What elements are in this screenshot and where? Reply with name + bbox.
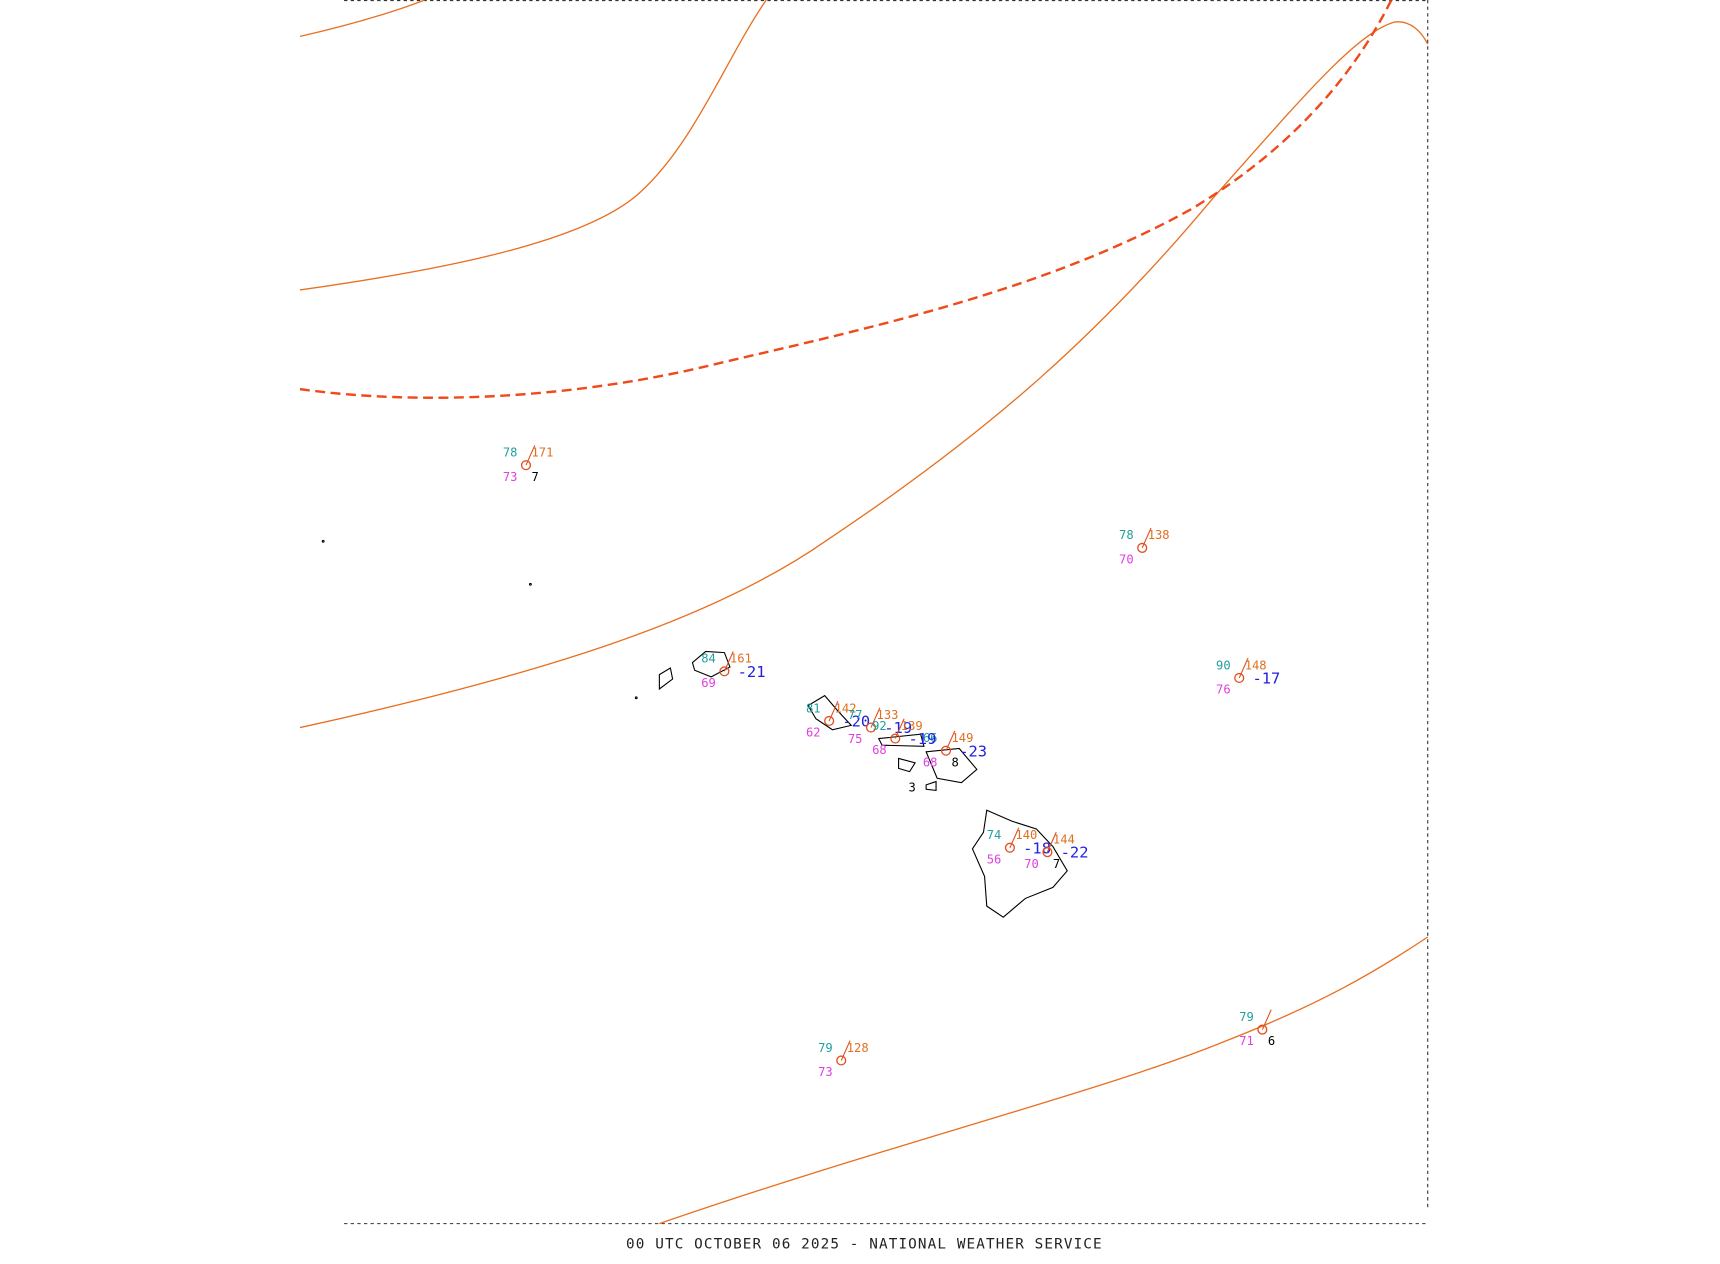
- station-tendency: -23: [959, 742, 987, 760]
- station-dewpoint: 56: [987, 852, 1002, 866]
- wind-barb: [1046, 832, 1057, 853]
- station-tendency: -20: [842, 713, 870, 731]
- station-dewpoint: 76: [1216, 683, 1231, 697]
- footer: 00 UTC OCTOBER 06 2025 - NATIONAL WEATHE…: [626, 1237, 1103, 1253]
- map-border: [344, 0, 1429, 1225]
- station-pressure: 133: [877, 708, 899, 722]
- station-pressure: 161: [730, 652, 752, 666]
- wind-barb: [1141, 527, 1152, 549]
- station-tendency: -22: [1061, 844, 1089, 862]
- station-marker: [940, 745, 952, 756]
- station-temp: 74: [987, 828, 1002, 842]
- station-temp: 81: [806, 701, 821, 715]
- station-dewpoint: 70: [1024, 857, 1039, 871]
- station-dewpoint: 69: [701, 676, 716, 690]
- wind-barb: [525, 445, 536, 466]
- station-pressure: 140: [1015, 828, 1037, 842]
- station-marker: [1004, 842, 1015, 853]
- station-marker: [890, 733, 901, 744]
- station-pressure: 128: [847, 1041, 869, 1055]
- station-tendency: -21: [738, 663, 766, 681]
- trough-line: [299, 0, 1393, 399]
- wind-barb: [1009, 827, 1020, 848]
- station-temp: 79: [818, 1041, 833, 1055]
- station-dewpoint: 73: [818, 1065, 833, 1079]
- wind-barb: [870, 707, 881, 728]
- station-pressure: 138: [1148, 528, 1170, 542]
- station-marker: [1137, 542, 1148, 553]
- station-marker: [836, 1055, 847, 1066]
- station-dewpoint: 62: [806, 726, 821, 740]
- station-pressure: 144: [1053, 833, 1075, 847]
- wind-barb: [894, 718, 905, 739]
- station-pressure: 139: [901, 719, 923, 733]
- station-marker: [1257, 1024, 1268, 1035]
- station-temp: 78: [503, 446, 518, 460]
- station-temp: 84: [701, 652, 716, 666]
- station-extra: 3: [909, 781, 916, 795]
- station-pressure: 171: [531, 446, 553, 460]
- station-dewpoint: 75: [848, 732, 863, 746]
- station-marker: [824, 715, 835, 727]
- station-extra: 7: [531, 470, 538, 484]
- wind-barb: [1238, 657, 1249, 679]
- station-temp: 77: [848, 708, 863, 722]
- wind-barb: [723, 651, 734, 672]
- station-dewpoint: 71: [1239, 1034, 1254, 1048]
- station-dewpoint: 68: [923, 755, 938, 769]
- wind-barb: [945, 730, 956, 751]
- station-dewpoint: 70: [1119, 553, 1134, 567]
- station-temp: 90: [1216, 658, 1231, 672]
- station-tendency: -19: [884, 719, 912, 737]
- station-extra: 7: [1053, 857, 1060, 871]
- station-temp: 66: [923, 731, 938, 745]
- station-marker: [1042, 847, 1053, 858]
- station-temp: 79: [1239, 1010, 1254, 1024]
- station-marker: [1234, 672, 1245, 684]
- station-dewpoint: 73: [503, 470, 518, 484]
- station-extra: 8: [951, 755, 958, 769]
- station-tendency: -18: [1023, 839, 1051, 857]
- islands: [321, 539, 1068, 918]
- station-marker: [865, 722, 877, 733]
- isobars: [299, 0, 1429, 1225]
- station-tendency: -19: [909, 730, 937, 748]
- station-temp: 78: [1119, 528, 1134, 542]
- station-dewpoint: 68: [872, 743, 887, 757]
- wind-barb: [840, 1040, 851, 1061]
- station-pressure: 148: [1245, 658, 1267, 672]
- station-marker: [520, 460, 532, 471]
- station-temp: 92: [872, 719, 887, 733]
- wind-barb: [828, 700, 839, 722]
- wind-barb: [1261, 1009, 1272, 1030]
- station-marker: [719, 666, 730, 677]
- station-extra: 6: [1268, 1034, 1275, 1048]
- station-pressure: 149: [951, 731, 973, 745]
- station-pressure: 142: [835, 701, 857, 715]
- station-tendency: -17: [1252, 670, 1280, 688]
